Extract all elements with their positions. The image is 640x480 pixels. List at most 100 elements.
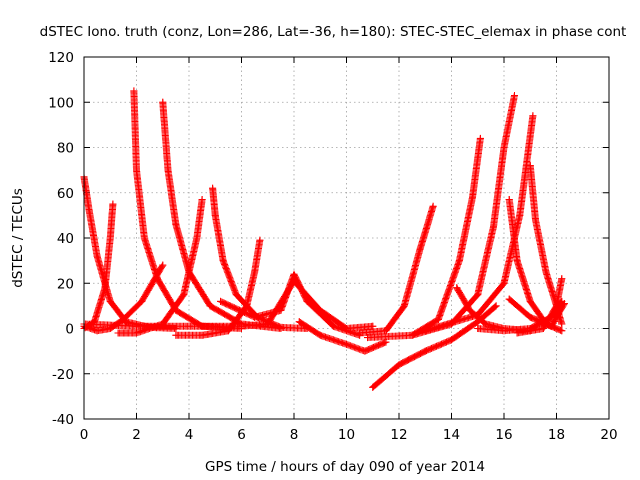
data-point — [356, 329, 364, 337]
data-point — [511, 91, 518, 99]
data-point — [211, 211, 219, 219]
data-point — [505, 295, 513, 303]
x-tick-label: 18 — [548, 427, 565, 443]
data-point — [256, 236, 264, 244]
data-point — [369, 383, 377, 391]
y-tick-label: 120 — [48, 50, 74, 66]
data-point — [243, 302, 251, 310]
data-point — [500, 144, 508, 151]
data-point — [172, 331, 180, 339]
y-tick-label: 80 — [57, 141, 74, 157]
data-point — [101, 284, 109, 292]
data-point — [558, 327, 566, 335]
data-point — [343, 340, 350, 348]
data-point — [361, 347, 369, 355]
data-point — [106, 297, 114, 305]
data-point — [85, 207, 93, 215]
data-point — [421, 327, 429, 335]
data-point — [343, 325, 350, 332]
data-point — [476, 134, 484, 142]
data-point — [251, 268, 259, 276]
data-point — [453, 284, 461, 292]
data-point — [119, 315, 127, 323]
data-point — [238, 322, 245, 330]
data-point — [434, 315, 442, 323]
data-point — [219, 257, 227, 265]
y-tick-label: 0 — [65, 322, 74, 338]
y-tick-label: -40 — [52, 412, 74, 428]
data-point — [109, 200, 117, 208]
data-point — [164, 166, 172, 174]
data-point — [364, 334, 371, 342]
data-point — [316, 306, 324, 314]
data-point — [316, 331, 324, 339]
data-point — [295, 318, 303, 326]
data-layer — [80, 87, 568, 391]
data-point — [542, 268, 550, 276]
data-point — [429, 202, 437, 210]
data-point — [505, 196, 513, 204]
data-point — [159, 261, 167, 269]
data-point — [217, 297, 224, 305]
data-point — [421, 347, 429, 355]
y-tick-label: 100 — [48, 95, 74, 111]
series-sat-k — [295, 318, 390, 355]
x-tick-label: 10 — [338, 427, 355, 443]
data-point — [159, 98, 167, 106]
x-axis-label: GPS time / hours of day 090 of year 2014 — [205, 459, 485, 475]
x-tick-label: 6 — [237, 427, 246, 443]
data-point — [526, 162, 534, 170]
data-point — [558, 320, 566, 328]
data-point — [526, 325, 534, 332]
data-point — [513, 257, 521, 265]
y-tick-label: 40 — [57, 231, 74, 247]
data-point — [547, 313, 555, 321]
data-point — [93, 327, 101, 335]
data-point — [130, 87, 138, 95]
x-tick-label: 20 — [600, 427, 617, 443]
data-point — [500, 279, 508, 287]
data-point — [516, 211, 524, 219]
data-point — [382, 327, 390, 335]
data-point — [264, 320, 272, 328]
series-sat-f — [114, 196, 206, 337]
data-point — [206, 302, 214, 310]
data-point — [400, 302, 408, 310]
data-point — [180, 291, 188, 299]
data-point — [133, 322, 140, 330]
data-point — [526, 313, 534, 321]
y-tick-label: -20 — [52, 367, 74, 383]
data-point — [408, 331, 416, 339]
series-sat-m — [356, 202, 437, 337]
data-point — [532, 216, 539, 224]
data-point — [133, 329, 140, 337]
data-point — [329, 322, 337, 330]
data-point — [448, 336, 455, 344]
data-point — [466, 306, 474, 314]
plot-frame — [83, 56, 610, 420]
data-point — [469, 193, 476, 201]
data-point — [232, 291, 240, 299]
series-sat-v — [474, 297, 566, 335]
y-tick-label: 60 — [57, 186, 74, 202]
data-point — [251, 313, 259, 321]
grid-layer — [84, 57, 609, 419]
data-point — [114, 329, 122, 337]
y-tick-label: 20 — [57, 276, 74, 292]
data-point — [290, 277, 298, 285]
data-point — [185, 322, 193, 330]
data-point — [416, 245, 424, 253]
data-point — [209, 184, 217, 192]
data-point — [474, 325, 482, 332]
data-point — [547, 322, 555, 330]
data-point — [558, 297, 566, 305]
data-point — [529, 112, 537, 120]
data-point — [500, 327, 508, 335]
data-point — [277, 323, 285, 331]
data-point — [106, 234, 114, 242]
x-tick-label: 2 — [132, 427, 141, 443]
data-point — [526, 297, 534, 305]
series-sat-n — [364, 134, 484, 342]
ticks-layer: -40 -20 0 20 40 60 80 100 120 0 2 4 6 8 10 12 14 16 18 20 — [48, 50, 617, 443]
data-point — [290, 270, 298, 278]
